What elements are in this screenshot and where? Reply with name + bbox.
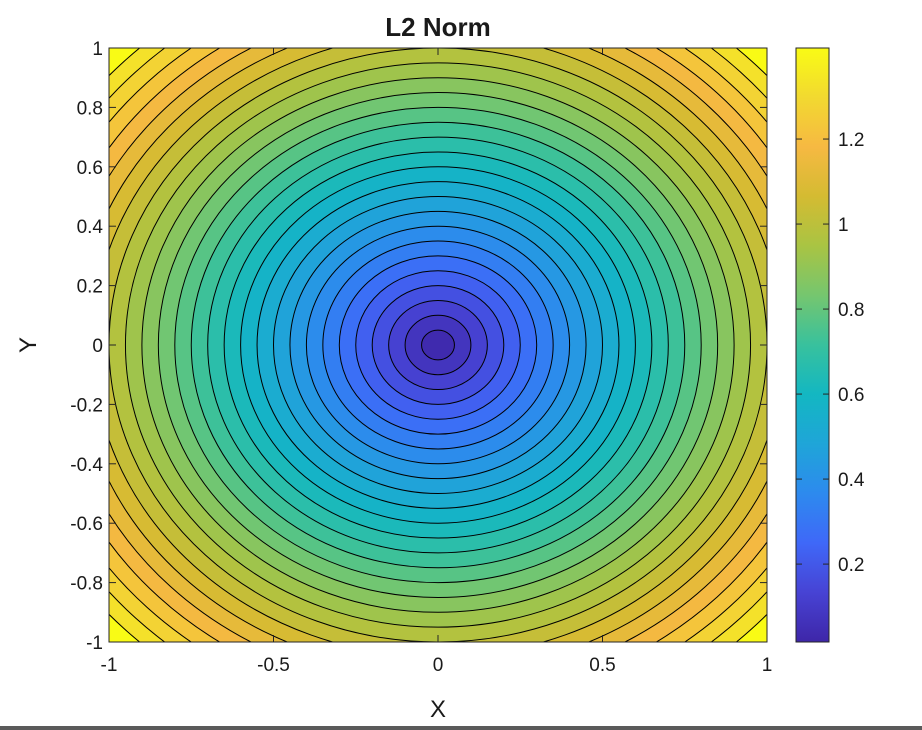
colorbar-tick-label: 1 <box>838 215 849 236</box>
x-tick-label: -0.5 <box>257 655 290 676</box>
contour-line <box>157 92 719 598</box>
x-tick-label: -1 <box>101 655 118 676</box>
colorbar-ticks: 0.2 0.4 0.6 0.8 1 1.2 <box>796 130 865 576</box>
y-axis-label: Y <box>15 337 42 353</box>
y-tick-label: -0.8 <box>70 574 103 595</box>
contour-line <box>256 181 620 509</box>
contour-line <box>207 136 669 554</box>
contour-lines <box>109 48 767 642</box>
y-tick-label: 0.4 <box>77 217 104 238</box>
contour-line <box>289 210 587 480</box>
y-tick-label: 0.2 <box>77 277 103 298</box>
contour-line <box>371 285 505 405</box>
y-tick-label: 0.8 <box>77 98 103 119</box>
contour-band <box>421 330 455 360</box>
contour-line <box>190 121 686 569</box>
x-axis-label: X <box>430 696 446 723</box>
colorbar-tick-label: 0.8 <box>838 300 864 321</box>
colorbar: 0.2 0.4 0.6 0.8 1 1.2 <box>795 47 865 643</box>
colorbar-tick-label: 0.2 <box>838 555 864 576</box>
y-tick-label: -0.6 <box>70 514 103 535</box>
contour-line <box>141 77 735 613</box>
y-tick-label: -1 <box>86 633 103 654</box>
contour-fills <box>109 48 767 642</box>
contour-line <box>240 166 636 524</box>
x-axis-ticks: -1 -0.5 0 0.5 1 <box>101 48 773 676</box>
colorbar-tick-label: 0.4 <box>838 470 865 491</box>
y-tick-label: 1 <box>92 39 103 60</box>
contour-line <box>355 270 521 420</box>
x-tick-label: 0.5 <box>589 655 615 676</box>
y-tick-label: -0.2 <box>70 395 103 416</box>
y-axis-ticks: 1 0.8 0.6 0.4 0.2 0 -0.2 -0.4 -0.6 -0.8 -1 <box>70 39 767 654</box>
y-tick-label: 0.6 <box>77 158 103 179</box>
contour-line <box>388 299 488 391</box>
contour-line <box>223 151 653 539</box>
contour-line <box>421 329 455 361</box>
y-tick-label: 0 <box>92 336 103 357</box>
contour-line <box>174 106 702 584</box>
contour-line <box>322 240 554 450</box>
contour-line <box>273 196 603 494</box>
contour-line <box>338 255 538 435</box>
chart-title: L2 Norm <box>385 12 490 42</box>
colorbar-tick-label: 0.6 <box>838 385 864 406</box>
contour-line <box>404 314 472 376</box>
window-bottom-edge <box>0 726 922 730</box>
contour-line <box>305 225 571 465</box>
contour-plot-area <box>109 48 767 642</box>
colorbar-tick-label: 1.2 <box>838 130 864 151</box>
contour-line <box>124 62 752 628</box>
x-tick-label: 0 <box>433 655 444 676</box>
x-tick-label: 1 <box>762 655 773 676</box>
y-tick-label: -0.4 <box>70 455 103 476</box>
colorbar-bar <box>795 47 830 643</box>
